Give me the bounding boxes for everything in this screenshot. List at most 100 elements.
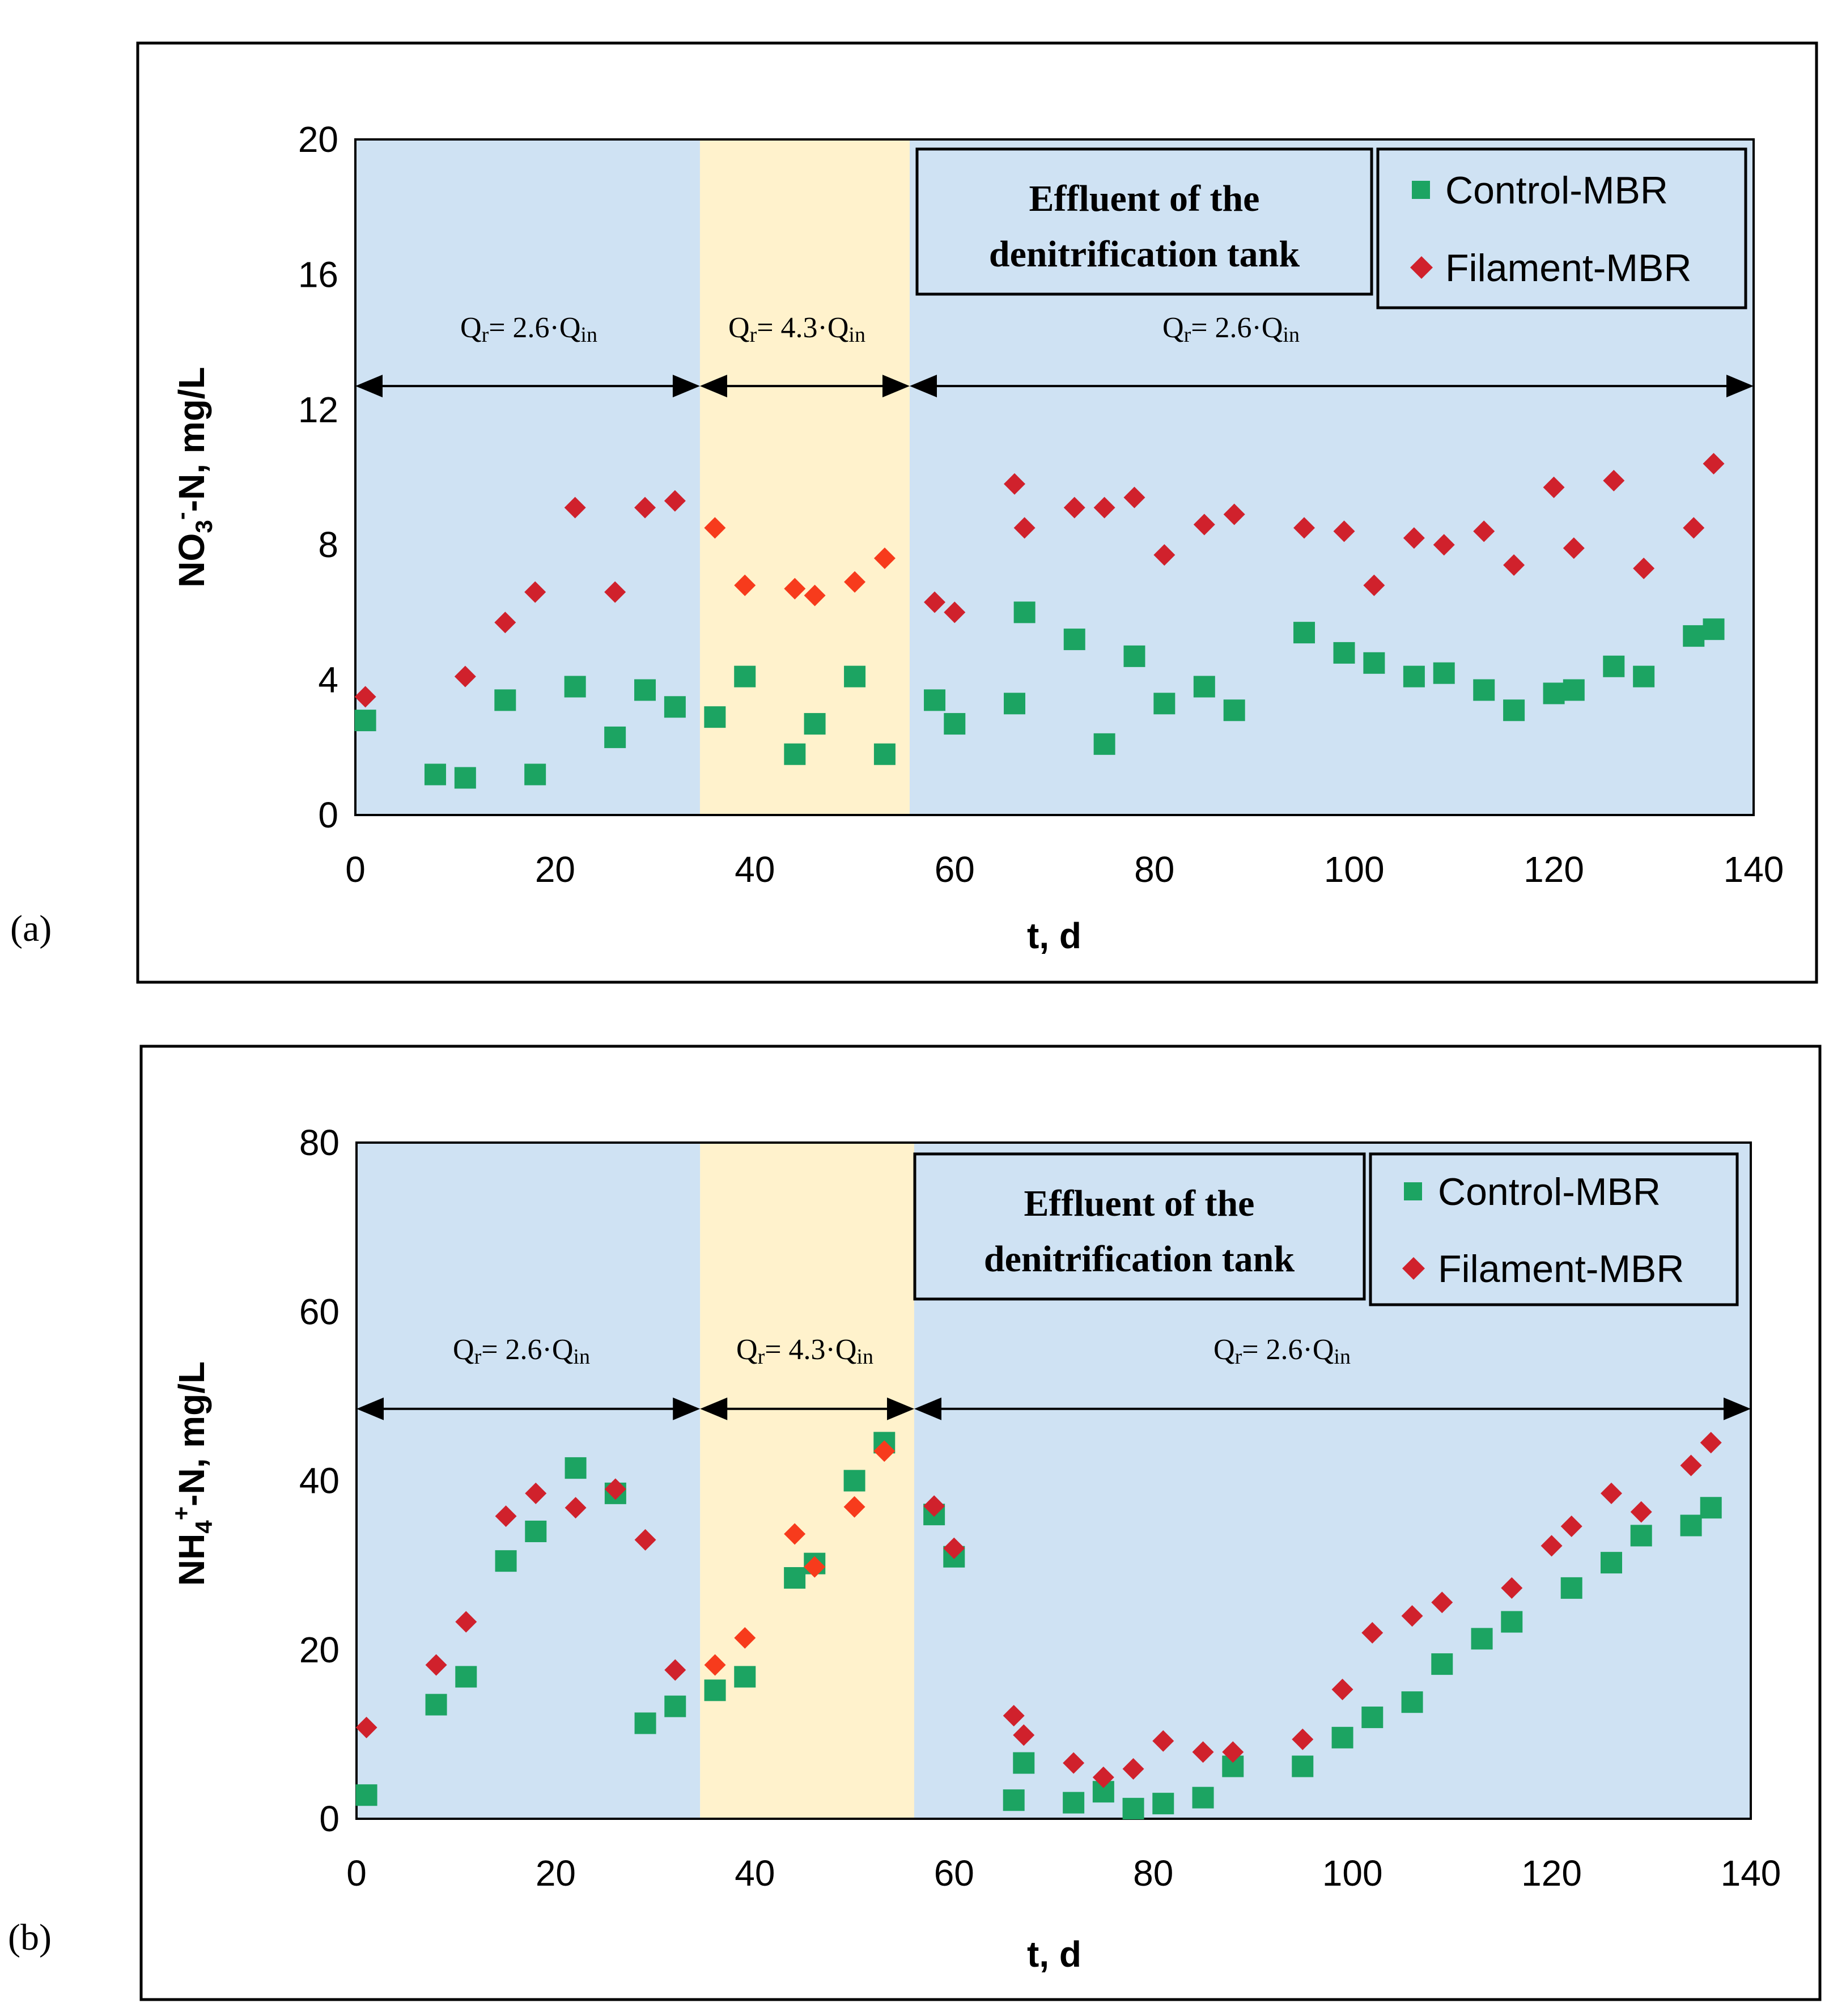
control-point (355, 1784, 377, 1806)
filament-point (1601, 1482, 1622, 1504)
y-tick-label: 4 (318, 660, 338, 701)
legend-b-control-swatch (1404, 1182, 1422, 1200)
data-points-b (355, 1432, 1722, 1820)
filament-point (355, 1716, 377, 1738)
effluent-box-b: Effluent of the denitrification tank (913, 1152, 1366, 1301)
panel-a: (a) Qr= 2.6·Qin Qr= 4.3·Qin Qr= 2.6·Qin … (10, 41, 1818, 984)
y-tick-label: 8 (318, 524, 338, 565)
filament-point (604, 581, 626, 603)
control-point (1703, 618, 1725, 640)
x-tick-label: 140 (1721, 1853, 1781, 1894)
control-point (1603, 655, 1625, 677)
x-tick-label: 80 (1133, 1853, 1173, 1894)
filament-point (804, 584, 826, 606)
control-point (664, 696, 686, 718)
control-point (1433, 662, 1455, 684)
regime-label-b-3: Qr= 2.6·Qin (1213, 1334, 1351, 1369)
filament-point (1004, 473, 1026, 495)
filament-point (1680, 1454, 1702, 1476)
filament-point (704, 517, 726, 539)
control-point (1563, 679, 1585, 701)
control-point (1683, 625, 1705, 647)
y-tick-label: 40 (299, 1461, 340, 1501)
series-control-mbr (354, 601, 1725, 789)
effluent-box-b-line1: Effluent of the (1024, 1183, 1255, 1224)
filament-point (1123, 486, 1145, 508)
control-point (1153, 693, 1176, 715)
regime-arrow-a-1 (355, 375, 700, 398)
filament-point (1333, 520, 1355, 542)
filament-point (1503, 554, 1525, 576)
y-tick-label: 12 (298, 389, 338, 430)
control-point (1193, 676, 1215, 698)
control-point (1063, 629, 1085, 651)
arrow-head-right (672, 375, 700, 398)
region-b-1 (357, 1143, 701, 1819)
control-point (565, 1457, 587, 1479)
filament-point (1222, 1741, 1244, 1763)
y-ticks-b: 0 20 40 60 80 (299, 1122, 340, 1839)
filament-point (1293, 517, 1315, 539)
legend-b-filament-swatch (1402, 1257, 1425, 1280)
control-point (804, 713, 826, 735)
arrow-head-right (1724, 1397, 1751, 1420)
control-point (1333, 642, 1355, 664)
control-point (1543, 682, 1565, 704)
filament-point (1363, 574, 1385, 596)
legend-b: Control-MBR Filament-MBR (1369, 1152, 1739, 1306)
plot-frame-b (355, 1141, 1752, 1820)
control-point (1401, 1691, 1423, 1713)
filament-point (1603, 469, 1625, 491)
effluent-box-a-frame (915, 147, 1373, 296)
filament-point (1633, 557, 1655, 579)
control-point (1123, 645, 1145, 667)
filament-point (1543, 476, 1565, 498)
filament-point (1192, 1741, 1214, 1763)
filament-point (1092, 1766, 1114, 1788)
regime-arrow-b-1 (357, 1397, 701, 1420)
filament-point (604, 1478, 626, 1500)
control-point (495, 1550, 517, 1572)
control-point (634, 1712, 656, 1734)
control-point (664, 1695, 686, 1717)
x-tick-label: 60 (935, 849, 975, 890)
arrow-head-right (673, 1397, 701, 1420)
control-point (1063, 1792, 1085, 1814)
control-point (425, 1694, 447, 1716)
regime-label-a-2: Qr= 4.3·Qin (728, 312, 865, 347)
control-point (1192, 1786, 1214, 1809)
control-point (873, 743, 896, 765)
x-tick-label: 140 (1724, 849, 1784, 890)
filament-point (1063, 1752, 1085, 1774)
region-a-1 (355, 139, 700, 815)
arrow-head-left (914, 1397, 941, 1420)
filament-point (1331, 1678, 1353, 1700)
filament-point (1403, 527, 1425, 549)
filament-point (944, 601, 966, 623)
control-point (734, 665, 756, 687)
filament-point (524, 581, 546, 603)
legend-a-control-label: Control-MBR (1445, 169, 1668, 212)
filament-point (1292, 1728, 1314, 1750)
filament-point (943, 1537, 965, 1559)
y-tick-label: 20 (299, 1629, 340, 1670)
filament-point (495, 1505, 517, 1527)
filament-point (425, 1654, 447, 1676)
regime-label-b-2: Qr= 4.3·Qin (736, 1334, 873, 1369)
filament-point (804, 1556, 826, 1578)
filament-point (924, 591, 946, 613)
arrow-head-left (355, 375, 383, 398)
filament-point (1003, 1705, 1025, 1727)
series-control-mbr (355, 1432, 1722, 1820)
control-point (525, 1520, 547, 1542)
y-tick-label: 60 (299, 1291, 340, 1332)
filament-point (1501, 1577, 1523, 1599)
filament-point (844, 571, 866, 593)
control-point (844, 665, 866, 687)
filament-point (354, 686, 376, 708)
control-point (524, 763, 546, 786)
y-axis-title-a: NO3--N, mg/L (168, 367, 217, 587)
filament-point (734, 1627, 756, 1649)
legend-b-frame (1369, 1152, 1739, 1306)
